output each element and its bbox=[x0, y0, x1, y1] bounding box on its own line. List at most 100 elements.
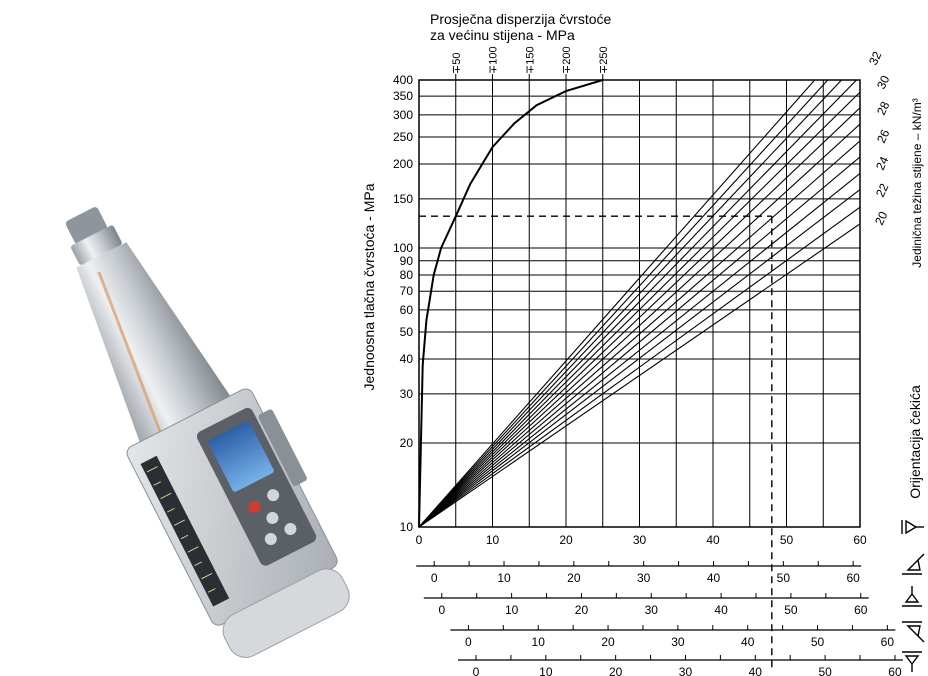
chart-title-line-1: Prosječna disperzija čvrstoće bbox=[430, 11, 612, 27]
orientation-scale-label: 0 bbox=[431, 571, 438, 585]
orientation-scale-label: 60 bbox=[846, 571, 860, 585]
orientation-scales: 0 10 20 30 40 50 60 0 10 20 30 40 50 60 0 10 20 30 40 50 60 0… bbox=[416, 519, 925, 676]
orientation-scale-label: 40 bbox=[741, 635, 755, 649]
x-tick-label: 20 bbox=[559, 533, 573, 547]
orientation-scale-label: 50 bbox=[811, 635, 825, 649]
unit-weight-line bbox=[419, 173, 860, 527]
y-tick-label: 30 bbox=[400, 387, 414, 401]
y-tick-label: 100 bbox=[393, 241, 413, 255]
orientation-scale-label: 20 bbox=[609, 665, 623, 676]
orientation-scale-label: 10 bbox=[539, 665, 553, 676]
dispersion-label: ∓100 bbox=[488, 46, 500, 74]
orientation-scale-label: 0 bbox=[473, 665, 480, 676]
power-button-icon bbox=[248, 500, 261, 513]
y-tick-label: 60 bbox=[400, 303, 414, 317]
orientation-scale-label: 60 bbox=[888, 665, 902, 676]
orientation-scale-label: 40 bbox=[714, 603, 728, 617]
orientation-scale-label: 10 bbox=[532, 635, 546, 649]
dispersion-label: ∓150 bbox=[524, 46, 536, 74]
hammer-screen bbox=[208, 421, 274, 492]
plot-frame bbox=[418, 79, 861, 528]
dispersion-label: ∓200 bbox=[561, 46, 573, 74]
unit-weight-line bbox=[419, 223, 860, 527]
hammer-down-vertical-icon bbox=[902, 586, 922, 607]
y-tick-label: 50 bbox=[400, 325, 414, 339]
orientation-scale-label: 10 bbox=[505, 603, 519, 617]
y-tick-label: 150 bbox=[393, 192, 413, 206]
orientation-scale-label: 50 bbox=[818, 665, 832, 676]
y-tick-label: 40 bbox=[400, 352, 414, 366]
y-tick-label: 200 bbox=[393, 157, 413, 171]
orientation-scale-label: 0 bbox=[438, 603, 445, 617]
x-tick-label: 40 bbox=[706, 533, 720, 547]
unit-weight-label: 26 bbox=[874, 127, 892, 145]
dispersion-curve bbox=[418, 79, 604, 528]
unit-weight-line bbox=[419, 140, 860, 527]
hammer-up-vertical-icon bbox=[902, 651, 922, 672]
orientation-scale-label: 50 bbox=[784, 603, 798, 617]
y-tick-label: 20 bbox=[400, 436, 414, 450]
y-tick-label: 400 bbox=[393, 73, 413, 87]
unit-weight-line bbox=[419, 80, 858, 527]
x-tick-label: 30 bbox=[633, 533, 647, 547]
chart-axes: 0 10 20 30 40 50 60102030405060708090100150200… bbox=[393, 46, 893, 547]
orientation-scale-label: 30 bbox=[637, 571, 651, 585]
unit-weight-label: 32 bbox=[866, 49, 884, 67]
orientation-scale-label: 30 bbox=[645, 603, 659, 617]
x-tick-label: 50 bbox=[780, 533, 794, 547]
y-tick-label: 350 bbox=[393, 89, 413, 103]
orientation-scale-label: 50 bbox=[777, 571, 791, 585]
orientation-scale-label: 40 bbox=[749, 665, 763, 676]
unit-weight-lines bbox=[419, 80, 860, 527]
rebound-hammer-image bbox=[65, 207, 350, 658]
orientation-scale-label: 40 bbox=[707, 571, 721, 585]
orientation-scale-label: 30 bbox=[671, 635, 685, 649]
y-tick-label: 10 bbox=[400, 520, 414, 534]
x-tick-label: 10 bbox=[486, 533, 500, 547]
unit-weight-line bbox=[419, 80, 829, 527]
unit-weight-label: 30 bbox=[874, 73, 892, 91]
hammer-nose bbox=[76, 242, 236, 452]
unit-weight-line bbox=[419, 123, 860, 527]
orientation-scale-label: 60 bbox=[854, 603, 868, 617]
keypad-button-icon bbox=[267, 489, 280, 502]
y-tick-label: 90 bbox=[400, 254, 414, 268]
hammer-scale-strip bbox=[140, 455, 230, 607]
orientation-label: Orijentacija čekića bbox=[907, 385, 923, 499]
unit-weight-line bbox=[419, 80, 843, 527]
y-tick-label: 250 bbox=[393, 130, 413, 144]
unit-weight-line bbox=[419, 91, 860, 527]
unit-weight-label: 20 bbox=[872, 209, 890, 227]
unit-weight-label: 24 bbox=[873, 154, 891, 172]
unit-weight-line bbox=[419, 80, 816, 527]
unit-weight-line bbox=[419, 206, 860, 527]
y-axis-label: Jednoosna tlačna čvrstoća - MPa bbox=[361, 183, 377, 390]
y-tick-label: 80 bbox=[400, 268, 414, 282]
orientation-scale-label: 20 bbox=[567, 571, 581, 585]
x-tick-label: 60 bbox=[853, 533, 867, 547]
dispersion-curve-layer bbox=[418, 79, 604, 528]
hammer-up-45-icon bbox=[902, 621, 925, 643]
y-tick-label: 70 bbox=[400, 284, 414, 298]
orientation-scale-label: 30 bbox=[679, 665, 693, 676]
unit-weight-line bbox=[419, 156, 860, 527]
x-tick-label: 0 bbox=[416, 533, 423, 547]
orientation-scale-label: 0 bbox=[465, 635, 472, 649]
dispersion-label: ∓250 bbox=[598, 46, 610, 74]
unit-weight-label: 22 bbox=[873, 181, 891, 199]
hammer-down-45-icon bbox=[902, 553, 925, 575]
hammer-horizontal-icon bbox=[901, 519, 924, 535]
chart-title-line-2: za većinu stijena - MPa bbox=[430, 27, 575, 43]
y-tick-label: 300 bbox=[393, 108, 413, 122]
orientation-scale-label: 60 bbox=[881, 635, 895, 649]
dispersion-label: ∓50 bbox=[451, 53, 463, 74]
unit-weight-line bbox=[419, 189, 860, 527]
hammer-cap bbox=[222, 568, 350, 658]
unit-weight-line bbox=[419, 107, 860, 527]
orientation-scale-label: 10 bbox=[497, 571, 511, 585]
unit-weight-axis-label: Jedinična težina stijene – kN/m³ bbox=[910, 98, 924, 267]
orientation-scale-label: 20 bbox=[575, 603, 589, 617]
orientation-scale-label: 20 bbox=[601, 635, 615, 649]
